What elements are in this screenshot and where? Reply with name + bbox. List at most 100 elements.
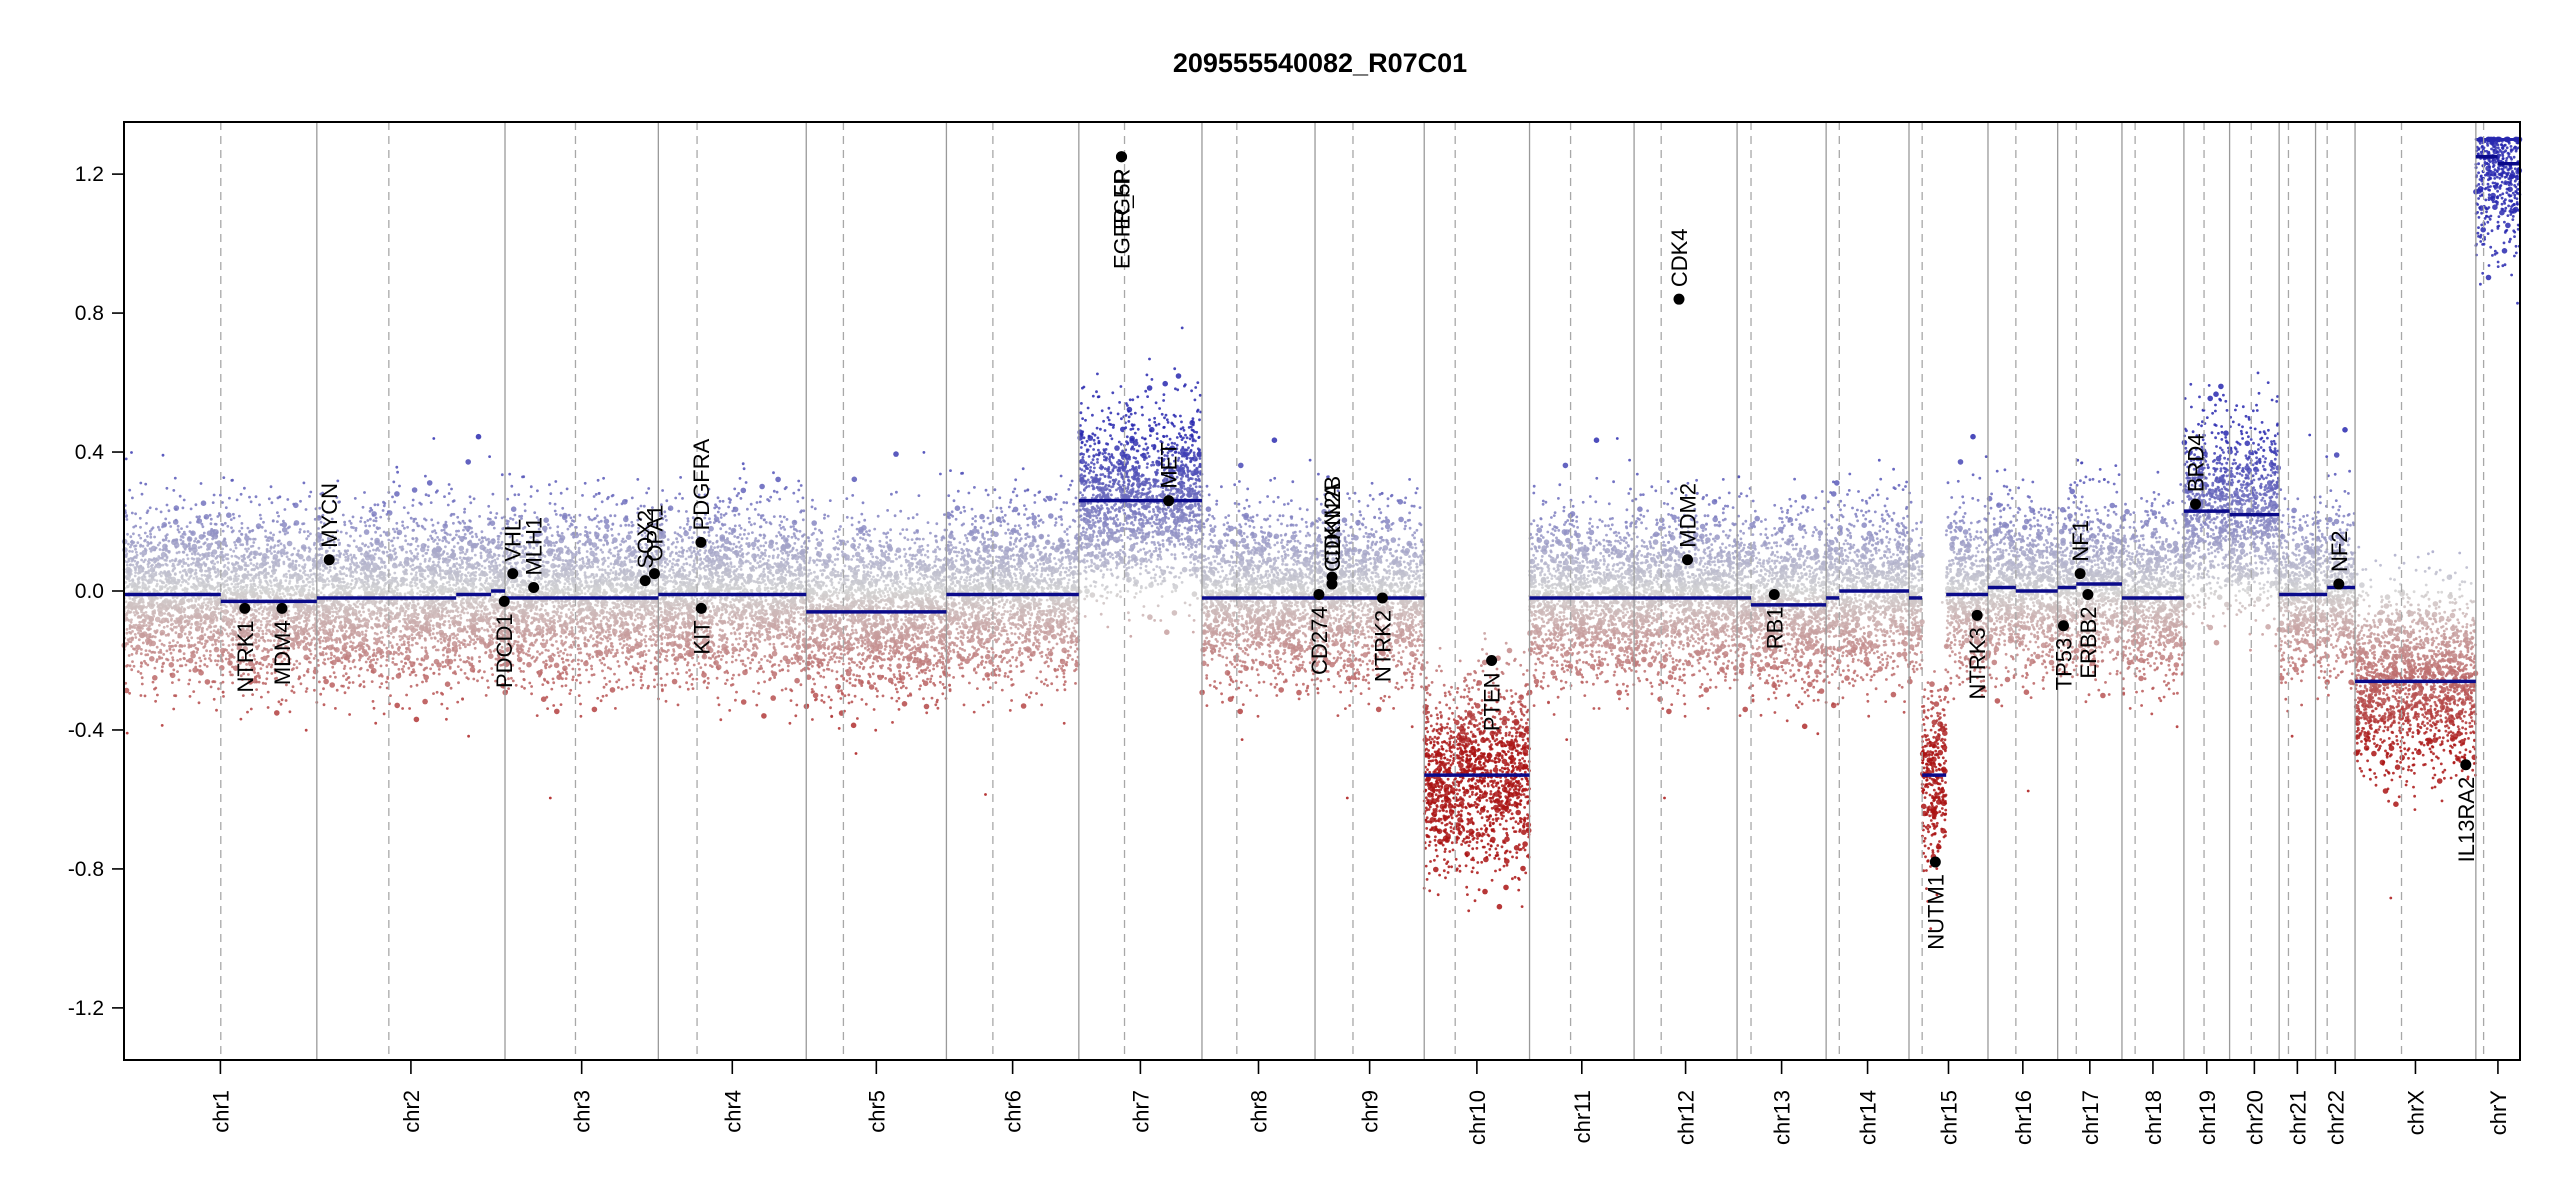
probe-point xyxy=(263,574,266,577)
probe-point xyxy=(475,622,478,625)
probe-point xyxy=(291,586,294,589)
probe-point xyxy=(188,545,191,548)
probe-point xyxy=(434,570,437,573)
probe-point xyxy=(153,688,156,691)
probe-point xyxy=(407,667,410,670)
probe-point xyxy=(408,644,411,647)
probe-point xyxy=(416,592,419,595)
probe-point xyxy=(381,651,384,654)
probe-point xyxy=(264,535,267,538)
probe-point xyxy=(424,544,427,547)
probe-point xyxy=(295,566,298,569)
probe-point xyxy=(444,531,447,534)
probe-point xyxy=(213,698,216,701)
probe-point xyxy=(195,561,201,567)
probe-point xyxy=(177,608,183,614)
probe-point xyxy=(463,626,466,629)
probe-point xyxy=(364,524,367,527)
probe-point xyxy=(452,565,455,568)
probe-point xyxy=(131,630,134,633)
probe-point xyxy=(359,603,362,606)
probe-point xyxy=(361,582,364,585)
probe-point xyxy=(322,651,325,654)
probe-point xyxy=(281,554,284,557)
probe-point xyxy=(296,666,299,669)
probe-point xyxy=(438,550,441,553)
probe-point xyxy=(193,540,196,543)
probe-point xyxy=(287,558,290,561)
probe-point xyxy=(259,583,262,586)
probe-point xyxy=(136,541,139,544)
probe-point xyxy=(195,575,198,578)
probe-point xyxy=(172,708,175,711)
probe-point xyxy=(278,539,281,542)
probe-point xyxy=(286,498,289,501)
probe-point xyxy=(283,544,286,547)
probe-point xyxy=(377,623,380,626)
probe-point xyxy=(321,554,324,557)
probe-point xyxy=(446,611,449,614)
probe-point xyxy=(140,559,143,562)
probe-point xyxy=(360,572,363,575)
probe-point xyxy=(177,619,183,625)
probe-point xyxy=(349,655,352,658)
probe-point xyxy=(381,636,384,639)
probe-point xyxy=(343,667,346,670)
probe-point xyxy=(241,559,244,562)
probe-point xyxy=(264,569,267,572)
probe-point xyxy=(262,610,265,613)
probe-point xyxy=(432,672,435,675)
probe-point xyxy=(222,556,225,559)
probe-point xyxy=(427,575,430,578)
probe-point xyxy=(444,570,450,576)
probe-point xyxy=(233,577,236,580)
probe-point xyxy=(424,667,427,670)
probe-point xyxy=(253,568,256,571)
probe-point xyxy=(425,552,428,555)
probe-point xyxy=(269,591,272,594)
probe-point xyxy=(380,631,383,634)
probe-point xyxy=(351,607,354,610)
probe-point xyxy=(284,508,287,511)
probe-point xyxy=(407,591,410,594)
probe-point xyxy=(241,522,244,525)
probe-point xyxy=(297,549,300,552)
probe-point xyxy=(438,615,441,618)
probe-point xyxy=(381,541,384,544)
probe-point xyxy=(415,633,418,636)
probe-point xyxy=(183,531,186,534)
probe-point xyxy=(347,544,350,547)
probe-point xyxy=(391,618,394,621)
probe-point xyxy=(358,674,361,677)
probe-point xyxy=(368,550,371,553)
probe-point xyxy=(311,627,314,630)
probe-point xyxy=(366,619,369,622)
probe-point xyxy=(156,559,159,562)
probe-point xyxy=(239,581,242,584)
probe-point xyxy=(453,499,456,502)
probe-point xyxy=(461,583,464,586)
probe-point xyxy=(439,604,442,607)
probe-point xyxy=(226,525,229,528)
probe-point xyxy=(177,528,180,531)
probe-point xyxy=(320,591,323,594)
probe-point xyxy=(152,675,158,681)
probe-point xyxy=(306,578,309,581)
probe-point xyxy=(308,614,311,617)
probe-point xyxy=(396,585,399,588)
probe-point xyxy=(484,547,487,550)
probe-point xyxy=(298,662,301,665)
probe-point xyxy=(272,520,275,523)
probe-point xyxy=(342,644,348,650)
probe-point xyxy=(185,664,188,667)
probe-point xyxy=(434,659,440,665)
probe-point xyxy=(323,647,326,650)
probe-point xyxy=(355,631,361,637)
probe-point xyxy=(357,644,360,647)
probe-point xyxy=(178,531,181,534)
probe-point xyxy=(345,567,348,570)
probe-point xyxy=(204,563,207,566)
probe-point xyxy=(181,581,184,584)
probe-point xyxy=(211,680,214,683)
probe-point xyxy=(455,602,458,605)
